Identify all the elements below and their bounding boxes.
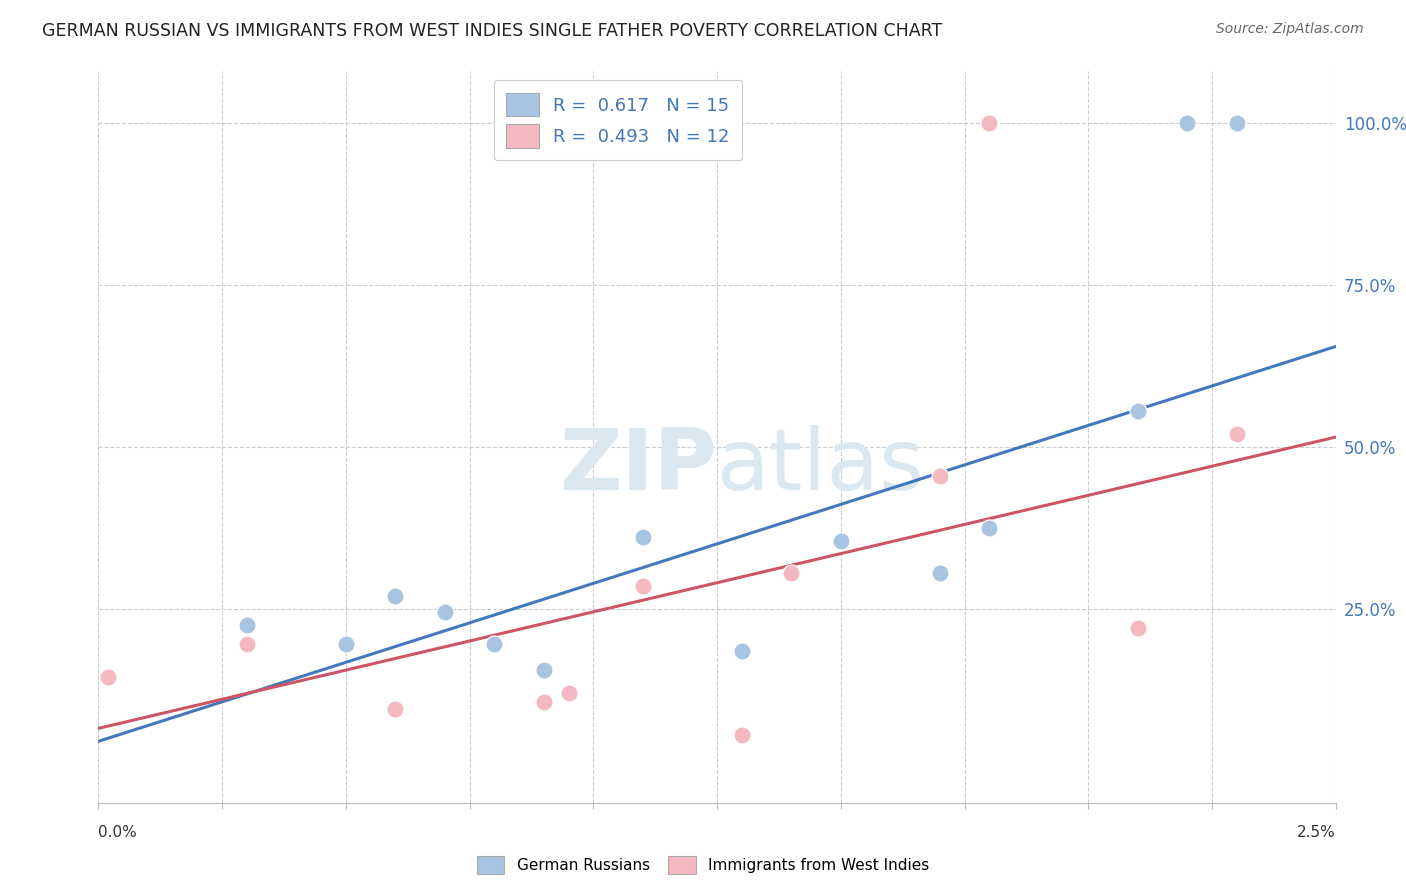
Point — [335, 637, 357, 651]
Point — [1175, 116, 1198, 130]
Point — [557, 686, 579, 700]
Point — [384, 702, 406, 716]
Point — [731, 643, 754, 657]
Legend: R =  0.617   N = 15, R =  0.493   N = 12: R = 0.617 N = 15, R = 0.493 N = 12 — [494, 80, 742, 161]
Point — [979, 116, 1001, 130]
Point — [731, 728, 754, 742]
Point — [1226, 116, 1249, 130]
Point — [631, 579, 654, 593]
Point — [979, 521, 1001, 535]
Point — [484, 637, 506, 651]
Point — [1126, 404, 1149, 418]
Point — [236, 637, 259, 651]
Text: Source: ZipAtlas.com: Source: ZipAtlas.com — [1216, 22, 1364, 37]
Point — [780, 566, 803, 580]
Point — [533, 696, 555, 710]
Text: GERMAN RUSSIAN VS IMMIGRANTS FROM WEST INDIES SINGLE FATHER POVERTY CORRELATION : GERMAN RUSSIAN VS IMMIGRANTS FROM WEST I… — [42, 22, 942, 40]
Text: atlas: atlas — [717, 425, 925, 508]
Text: 2.5%: 2.5% — [1296, 825, 1336, 840]
Point — [533, 663, 555, 677]
Point — [433, 605, 456, 619]
Point — [97, 669, 120, 683]
Point — [928, 566, 950, 580]
Legend: German Russians, Immigrants from West Indies: German Russians, Immigrants from West In… — [471, 850, 935, 880]
Text: ZIP: ZIP — [560, 425, 717, 508]
Text: 0.0%: 0.0% — [98, 825, 138, 840]
Point — [928, 469, 950, 483]
Point — [830, 533, 852, 548]
Point — [97, 669, 120, 683]
Point — [1126, 621, 1149, 635]
Point — [631, 530, 654, 544]
Point — [236, 617, 259, 632]
Point — [384, 589, 406, 603]
Point — [1226, 426, 1249, 441]
